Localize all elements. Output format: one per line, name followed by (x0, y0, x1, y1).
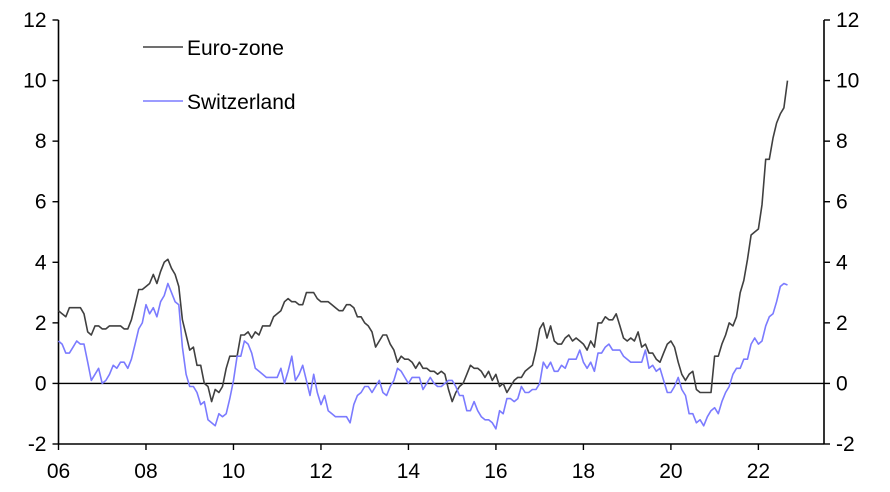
left-y-tick-label: 0 (35, 372, 47, 395)
x-tick-label: 18 (572, 460, 595, 483)
left-y-tick-label: 2 (35, 312, 47, 335)
right-y-tick-label: 4 (836, 251, 848, 274)
left-y-tick-label: 6 (35, 191, 47, 214)
x-tick-label: 12 (309, 460, 332, 483)
left-y-tick-label: -2 (28, 433, 47, 456)
right-y-tick-label: 2 (836, 312, 848, 335)
legend: Euro-zone Switzerland (143, 37, 296, 114)
right-y-tick-label: 12 (836, 9, 859, 32)
x-tick-label: 06 (47, 460, 70, 483)
x-tick-label: 16 (484, 460, 507, 483)
legend-label-euro-zone: Euro-zone (187, 37, 284, 60)
x-tick-label: 22 (747, 460, 770, 483)
left-y-tick-label: 8 (35, 130, 47, 153)
right-y-tick-label: 10 (836, 70, 859, 93)
x-tick-label: 14 (397, 460, 421, 483)
series-line-euro-zone (57, 80, 789, 403)
x-tick-label: 20 (659, 460, 682, 483)
series-line-switzerland (57, 282, 788, 430)
legend-label-switzerland: Switzerland (187, 91, 296, 114)
right-y-tick-label: 8 (836, 130, 848, 153)
x-tick-label: 08 (134, 460, 157, 483)
series-lines (57, 80, 789, 430)
right-y-tick-label: -2 (836, 433, 855, 456)
left-y-tick-label: 4 (35, 251, 47, 274)
right-y-tick-label: 6 (836, 191, 848, 214)
right-y-tick-label: 0 (836, 372, 848, 395)
left-y-tick-label: 10 (23, 70, 46, 93)
left-y-tick-label: 12 (23, 9, 46, 32)
x-tick-label: 10 (222, 460, 245, 483)
